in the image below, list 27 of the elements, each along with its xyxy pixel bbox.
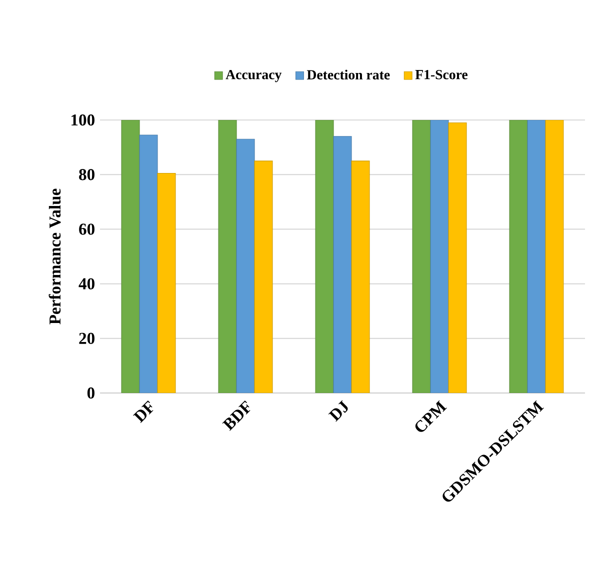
bar bbox=[509, 120, 528, 393]
y-tick-label: 80 bbox=[79, 168, 94, 180]
bar bbox=[351, 160, 370, 393]
bar bbox=[545, 120, 564, 393]
bar bbox=[236, 138, 255, 393]
bar bbox=[157, 172, 176, 393]
bar bbox=[139, 134, 158, 393]
legend-label: Accuracy bbox=[226, 70, 282, 82]
y-axis-title: Performance Value bbox=[48, 188, 61, 324]
bar bbox=[333, 136, 352, 393]
bar bbox=[527, 120, 546, 393]
bar bbox=[430, 120, 449, 393]
bar bbox=[315, 120, 334, 393]
y-tick-label: 0 bbox=[87, 387, 94, 399]
bar bbox=[412, 120, 431, 393]
y-tick-label: 100 bbox=[72, 114, 94, 126]
x-tick-label: DF bbox=[133, 400, 154, 424]
bar bbox=[448, 122, 467, 393]
bar bbox=[254, 160, 273, 393]
bar bbox=[218, 120, 237, 393]
y-tick-label: 60 bbox=[79, 224, 94, 235]
legend-label: Detection rate bbox=[306, 70, 390, 80]
legend-label: F1-Score bbox=[415, 70, 468, 80]
y-tick-label: 40 bbox=[78, 278, 94, 290]
bar bbox=[121, 120, 140, 393]
y-tick-label: 20 bbox=[79, 332, 94, 344]
x-tick-label: DJ bbox=[328, 400, 348, 422]
